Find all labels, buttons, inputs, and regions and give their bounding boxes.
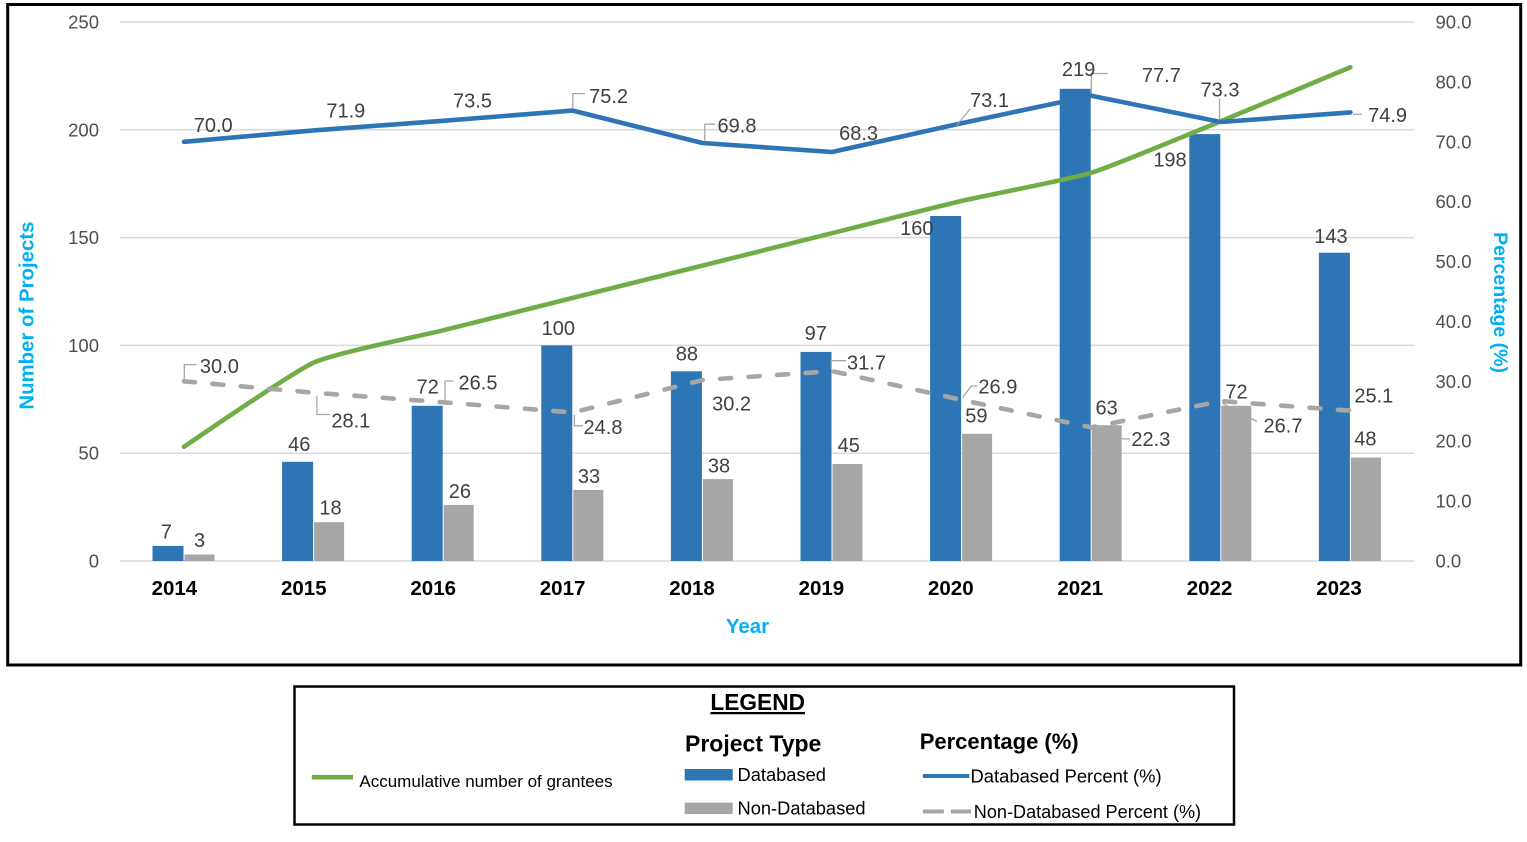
svg-text:200: 200 — [68, 119, 99, 140]
svg-text:70.0: 70.0 — [1436, 131, 1472, 152]
svg-text:18: 18 — [319, 498, 341, 520]
svg-text:Accumulative number of grantee: Accumulative number of grantees — [359, 772, 612, 791]
svg-text:20.0: 20.0 — [1436, 431, 1472, 452]
svg-text:50: 50 — [78, 443, 99, 464]
svg-text:90.0: 90.0 — [1436, 12, 1472, 33]
svg-text:26.5: 26.5 — [459, 373, 498, 395]
svg-text:219: 219 — [1062, 59, 1095, 81]
svg-text:150: 150 — [68, 227, 99, 248]
svg-text:2023: 2023 — [1316, 577, 1362, 600]
svg-text:Year: Year — [726, 615, 769, 638]
svg-text:26.7: 26.7 — [1264, 415, 1303, 437]
svg-text:Databased: Databased — [738, 764, 826, 785]
svg-text:70.0: 70.0 — [194, 115, 233, 137]
svg-text:100: 100 — [542, 318, 575, 340]
svg-text:2018: 2018 — [669, 577, 715, 600]
svg-text:59: 59 — [965, 405, 987, 427]
svg-text:2016: 2016 — [410, 577, 456, 600]
svg-text:74.9: 74.9 — [1368, 105, 1407, 127]
svg-text:0: 0 — [89, 551, 99, 572]
svg-text:30.2: 30.2 — [712, 394, 751, 416]
svg-text:60.0: 60.0 — [1436, 191, 1472, 212]
svg-text:45: 45 — [838, 435, 860, 457]
svg-text:Percentage (%): Percentage (%) — [920, 729, 1079, 754]
svg-text:97: 97 — [805, 323, 827, 345]
svg-text:100: 100 — [68, 335, 99, 356]
svg-text:30.0: 30.0 — [1436, 371, 1472, 392]
svg-text:50.0: 50.0 — [1436, 251, 1472, 272]
svg-text:88: 88 — [676, 343, 698, 365]
svg-text:Databased Percent (%): Databased Percent (%) — [971, 766, 1162, 787]
svg-text:28.1: 28.1 — [331, 410, 370, 432]
svg-text:69.8: 69.8 — [718, 116, 757, 138]
svg-text:0.0: 0.0 — [1436, 551, 1462, 572]
svg-text:7: 7 — [161, 522, 172, 544]
svg-text:Non-Databased Percent (%): Non-Databased Percent (%) — [974, 802, 1201, 822]
svg-text:77.7: 77.7 — [1142, 65, 1181, 87]
svg-text:26: 26 — [449, 481, 471, 503]
svg-text:Non-Databased: Non-Databased — [738, 798, 866, 819]
svg-text:71.9: 71.9 — [326, 101, 365, 123]
svg-text:24.8: 24.8 — [584, 417, 623, 439]
svg-text:2015: 2015 — [281, 577, 327, 600]
svg-text:25.1: 25.1 — [1354, 385, 1393, 407]
svg-text:198: 198 — [1153, 150, 1186, 172]
svg-text:3: 3 — [194, 530, 205, 552]
svg-text:Percentage (%): Percentage (%) — [1489, 232, 1511, 373]
svg-text:2017: 2017 — [540, 577, 586, 600]
svg-text:2021: 2021 — [1057, 577, 1103, 600]
svg-text:72: 72 — [1225, 382, 1247, 404]
svg-text:Number of Projects: Number of Projects — [17, 222, 39, 410]
svg-text:72: 72 — [416, 377, 438, 399]
svg-text:40.0: 40.0 — [1436, 311, 1472, 332]
svg-text:38: 38 — [708, 455, 730, 477]
svg-text:33: 33 — [578, 466, 600, 488]
svg-text:68.3: 68.3 — [839, 123, 878, 145]
svg-text:2019: 2019 — [799, 577, 845, 600]
svg-text:250: 250 — [68, 12, 99, 33]
svg-text:143: 143 — [1314, 226, 1347, 248]
svg-text:26.9: 26.9 — [978, 377, 1017, 399]
svg-text:63: 63 — [1095, 398, 1117, 420]
svg-text:48: 48 — [1354, 428, 1376, 450]
svg-text:75.2: 75.2 — [589, 86, 628, 108]
svg-text:160: 160 — [900, 218, 933, 240]
svg-text:10.0: 10.0 — [1436, 491, 1472, 512]
svg-text:80.0: 80.0 — [1436, 71, 1472, 92]
svg-text:2022: 2022 — [1187, 577, 1233, 600]
svg-text:73.3: 73.3 — [1201, 80, 1240, 102]
svg-text:46: 46 — [288, 434, 310, 456]
svg-text:LEGEND: LEGEND — [710, 689, 805, 715]
svg-text:22.3: 22.3 — [1131, 429, 1170, 451]
svg-text:31.7: 31.7 — [847, 353, 886, 375]
svg-text:2020: 2020 — [928, 577, 974, 600]
svg-text:30.0: 30.0 — [200, 356, 239, 378]
svg-text:73.1: 73.1 — [970, 90, 1009, 112]
svg-text:2014: 2014 — [152, 577, 198, 600]
svg-text:73.5: 73.5 — [453, 91, 492, 113]
svg-text:Project Type: Project Type — [685, 731, 821, 757]
